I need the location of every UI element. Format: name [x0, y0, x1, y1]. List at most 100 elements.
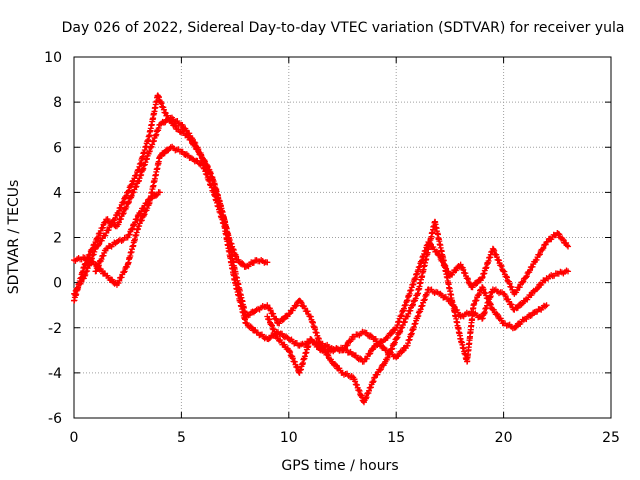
- y-tick-label: -2: [48, 321, 62, 337]
- data-point: [285, 311, 292, 318]
- series-marker-run: [286, 348, 302, 376]
- x-axis-label: GPS time / hours: [281, 458, 398, 474]
- series-marker-run: [135, 133, 152, 173]
- data-point: [264, 259, 271, 266]
- series-marker-run: [522, 258, 538, 281]
- y-tick-label: 2: [53, 231, 62, 247]
- y-ticks: -6 -4 -2 0 2 4 6 8 10: [44, 50, 611, 427]
- data-point: [470, 302, 477, 309]
- series-marker-run: [286, 298, 302, 317]
- series-marker-run: [523, 287, 538, 303]
- series-marker-run: [136, 150, 152, 184]
- series-marker-run: [415, 286, 431, 319]
- series-marker-run: [426, 239, 442, 258]
- series-marker-run: [189, 136, 206, 162]
- chart-title: Day 026 of 2022, Sidereal Day-to-day VTE…: [62, 20, 625, 36]
- series-marker-run: [155, 93, 169, 117]
- y-tick-label: 4: [53, 185, 62, 201]
- series-marker-run: [415, 241, 431, 273]
- series-track-4: [92, 189, 163, 275]
- series-marker-run: [93, 247, 109, 275]
- series-marker-run: [383, 326, 399, 342]
- x-tick-label: 10: [280, 430, 298, 446]
- series-marker-run: [125, 167, 141, 195]
- y-tick-label: 10: [44, 50, 62, 66]
- series-marker-run: [125, 225, 141, 267]
- data-point: [565, 268, 572, 275]
- series-marker-run: [404, 270, 421, 304]
- series-marker-run: [372, 360, 388, 378]
- series-marker-run: [404, 292, 420, 320]
- data-point: [565, 243, 572, 250]
- series-marker-run: [394, 344, 409, 360]
- series-marker-run: [136, 196, 152, 217]
- series-marker-run: [458, 263, 474, 289]
- series-marker-run: [447, 298, 463, 318]
- series-marker-run: [533, 277, 549, 293]
- series-marker-run: [479, 248, 496, 280]
- series-marker-run: [393, 313, 410, 341]
- series-marker-run: [114, 200, 130, 228]
- data-point: [81, 261, 88, 268]
- series-marker-run: [276, 312, 291, 327]
- series-marker-run: [490, 306, 506, 327]
- y-tick-label: 8: [53, 95, 62, 111]
- series-marker-run: [469, 310, 484, 321]
- series-track-2: [71, 114, 550, 406]
- series-marker-run: [200, 164, 216, 194]
- series-marker-run: [114, 189, 130, 217]
- series-marker-run: [491, 286, 506, 297]
- y-axis-label: SDTVAR / TECUs: [6, 180, 22, 295]
- series-marker-run: [361, 375, 378, 404]
- series-marker-run: [490, 246, 506, 274]
- series-marker-run: [244, 308, 259, 319]
- series-marker-run: [179, 122, 195, 142]
- series-marker-run: [361, 344, 377, 363]
- series-marker-run: [276, 330, 291, 341]
- x-tick-label: 5: [177, 430, 186, 446]
- x-tick-label: 25: [602, 430, 620, 446]
- x-tick-label: 20: [495, 430, 513, 446]
- series-marker-run: [190, 156, 205, 168]
- series-marker-run: [373, 337, 388, 348]
- series-marker-run: [211, 191, 227, 227]
- y-tick-label: 0: [53, 276, 62, 292]
- series-marker-run: [276, 337, 291, 353]
- series-marker-run: [232, 280, 249, 326]
- series-marker-run: [158, 145, 173, 158]
- series-marker-run: [146, 93, 161, 139]
- series-marker-run: [555, 230, 571, 249]
- series-marker-run: [244, 320, 259, 334]
- series-marker-run: [512, 316, 527, 331]
- series-marker-run: [404, 315, 421, 349]
- series-marker-run: [71, 264, 88, 304]
- series-marker-run: [200, 158, 216, 183]
- x-tick-label: 15: [387, 430, 405, 446]
- x-ticks: 0 5 10 15 20 25: [70, 57, 620, 446]
- series-marker-run: [512, 275, 528, 296]
- y-tick-label: 6: [53, 140, 62, 156]
- series-marker-run: [341, 370, 355, 381]
- series-marker-run: [125, 178, 141, 206]
- series-marker-run: [427, 286, 441, 296]
- series-marker-run: [479, 288, 496, 322]
- series-marker-run: [146, 122, 163, 155]
- series-marker-run: [436, 252, 453, 278]
- y-tick-label: -6: [48, 411, 62, 427]
- x-tick-label: 0: [70, 430, 79, 446]
- series-marker-run: [533, 241, 549, 263]
- data-point: [156, 189, 163, 196]
- series-marker-run: [469, 276, 484, 291]
- y-tick-label: -4: [48, 366, 62, 382]
- series-marker-run: [125, 213, 141, 238]
- series-marker-run: [393, 299, 410, 331]
- series-marker-run: [340, 345, 355, 357]
- series-marker-run: [297, 298, 313, 320]
- series-marker-run: [114, 263, 130, 287]
- series-group: [71, 92, 572, 406]
- series-marker-run: [265, 316, 281, 342]
- series-marker-run: [555, 267, 570, 277]
- series-marker-run: [297, 338, 313, 374]
- series-marker-run: [265, 304, 281, 326]
